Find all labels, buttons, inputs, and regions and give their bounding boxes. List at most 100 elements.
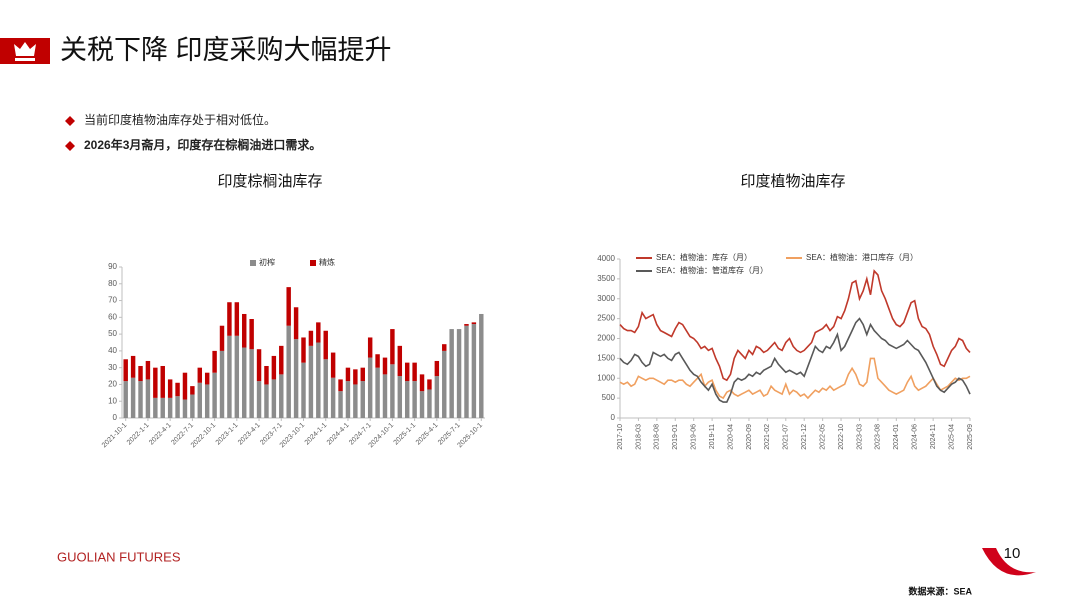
x-tick-label: 2020-04 bbox=[727, 424, 734, 450]
bar-segment bbox=[330, 352, 336, 378]
x-tick-label: 2018-08 bbox=[654, 424, 661, 450]
bar-segment bbox=[153, 367, 158, 398]
x-tick-label: 2019-06 bbox=[691, 424, 698, 450]
bullet-text: 当前印度植物油库存处于相对低位。 bbox=[84, 112, 276, 127]
y-tick-label: 50 bbox=[108, 329, 117, 338]
bar-segment bbox=[130, 377, 136, 418]
y-tick-label: 40 bbox=[108, 346, 117, 355]
bar-segment bbox=[212, 372, 217, 418]
bar-segment bbox=[123, 381, 128, 418]
y-tick-label: 1500 bbox=[597, 353, 615, 362]
bar-segment bbox=[204, 372, 210, 385]
bar-segment bbox=[130, 355, 136, 378]
bar-segment bbox=[471, 322, 477, 325]
bar-segment bbox=[279, 345, 284, 375]
y-tick-label: 90 bbox=[108, 262, 117, 271]
y-tick-label: 10 bbox=[108, 396, 117, 405]
bar-segment bbox=[442, 350, 447, 418]
bar-segment bbox=[271, 355, 277, 380]
bar-segment bbox=[256, 349, 262, 382]
bar-segment bbox=[316, 342, 321, 418]
bar-segment bbox=[264, 365, 269, 385]
bar-segment bbox=[271, 379, 277, 418]
x-tick-label: 2022-10 bbox=[838, 424, 845, 450]
bar-segment bbox=[242, 347, 247, 418]
x-tick-label: 2023-08 bbox=[875, 424, 882, 450]
y-tick-label: 3500 bbox=[597, 274, 615, 283]
bullet-icon bbox=[65, 116, 75, 126]
bar-segment bbox=[175, 382, 180, 397]
bar-segment bbox=[397, 376, 403, 418]
x-tick-label: 2024-1-1 bbox=[304, 422, 329, 447]
bar-segment bbox=[301, 362, 306, 418]
x-tick-label: 2019-11 bbox=[709, 424, 716, 449]
bar-segment bbox=[375, 367, 380, 418]
bar-segment bbox=[338, 391, 343, 418]
bar-segment bbox=[367, 337, 373, 358]
bar-segment bbox=[249, 319, 254, 350]
bar-segment bbox=[412, 381, 417, 418]
bar-segment bbox=[442, 344, 447, 351]
legend-label: SEA：植物油：库存（月） bbox=[656, 252, 752, 262]
bar-segment bbox=[138, 365, 143, 382]
x-tick-label: 2021-07 bbox=[783, 424, 790, 450]
y-tick-label: 2000 bbox=[597, 334, 615, 343]
bar-segment bbox=[471, 324, 477, 418]
bar-segment bbox=[256, 381, 262, 418]
bar-segment bbox=[434, 376, 440, 418]
bar-segment bbox=[160, 397, 165, 418]
bar-segment bbox=[345, 381, 351, 418]
bar-segment bbox=[353, 369, 358, 385]
bar-segment bbox=[308, 330, 314, 346]
bar-segment bbox=[338, 379, 343, 392]
legend-swatch bbox=[250, 260, 256, 266]
x-tick-label: 2020-09 bbox=[746, 424, 753, 450]
y-tick-label: 500 bbox=[602, 393, 616, 402]
bar-segment bbox=[234, 302, 240, 336]
bar-segment bbox=[456, 329, 462, 418]
bar-segment bbox=[419, 374, 425, 392]
x-tick-label: 2022-4-1 bbox=[148, 422, 173, 447]
x-tick-label: 2019-01 bbox=[672, 424, 679, 450]
brand: GUOLIAN FUTURES bbox=[57, 549, 181, 564]
legend-swatch bbox=[310, 260, 316, 266]
x-tick-label: 2025-04 bbox=[948, 424, 955, 450]
x-tick-label: 2025-4-1 bbox=[415, 422, 440, 447]
x-tick-label: 2021-12 bbox=[801, 424, 808, 450]
source-note: 数据来源：SEA bbox=[908, 585, 972, 596]
bar-segment bbox=[293, 339, 299, 418]
page-arc bbox=[982, 548, 1036, 576]
bar-segment bbox=[167, 397, 173, 418]
legend-label: 初榨 bbox=[259, 257, 275, 267]
bar-segment bbox=[464, 325, 469, 418]
bar-segment bbox=[293, 307, 299, 340]
bar-segment bbox=[234, 335, 240, 418]
y-tick-label: 60 bbox=[108, 312, 117, 321]
bar-segment bbox=[175, 396, 180, 418]
chart-title: 印度植物油库存 bbox=[740, 173, 845, 190]
x-tick-label: 2023-03 bbox=[856, 424, 863, 450]
x-tick-label: 2025-1-1 bbox=[393, 422, 418, 447]
bar-segment bbox=[449, 329, 454, 418]
x-tick-label: 2025-09 bbox=[967, 424, 974, 450]
bar-segment bbox=[264, 384, 269, 418]
bar-segment bbox=[145, 360, 151, 380]
bar-segment bbox=[390, 329, 395, 365]
y-tick-label: 30 bbox=[108, 363, 117, 372]
bar-segment bbox=[353, 384, 358, 418]
bar-segment bbox=[286, 325, 291, 418]
legend-label: SEA：植物油：管道库存（月） bbox=[656, 265, 768, 275]
bar-segment bbox=[227, 335, 232, 418]
bar-segment bbox=[153, 397, 158, 418]
y-tick-label: 70 bbox=[108, 296, 117, 305]
bar-segment bbox=[397, 345, 403, 377]
x-tick-label: 2022-05 bbox=[819, 424, 826, 450]
bar-segment bbox=[190, 394, 195, 418]
y-tick-label: 3000 bbox=[597, 294, 615, 303]
bullet-text: 2026年3月斋月，印度存在棕榈油进口需求。 bbox=[84, 137, 321, 152]
bar-segment bbox=[308, 345, 314, 418]
bar-segment bbox=[464, 324, 469, 326]
x-tick-label: 2024-4-1 bbox=[326, 422, 351, 447]
x-tick-label: 2023-4-1 bbox=[237, 422, 262, 447]
bar-segment bbox=[279, 374, 284, 418]
